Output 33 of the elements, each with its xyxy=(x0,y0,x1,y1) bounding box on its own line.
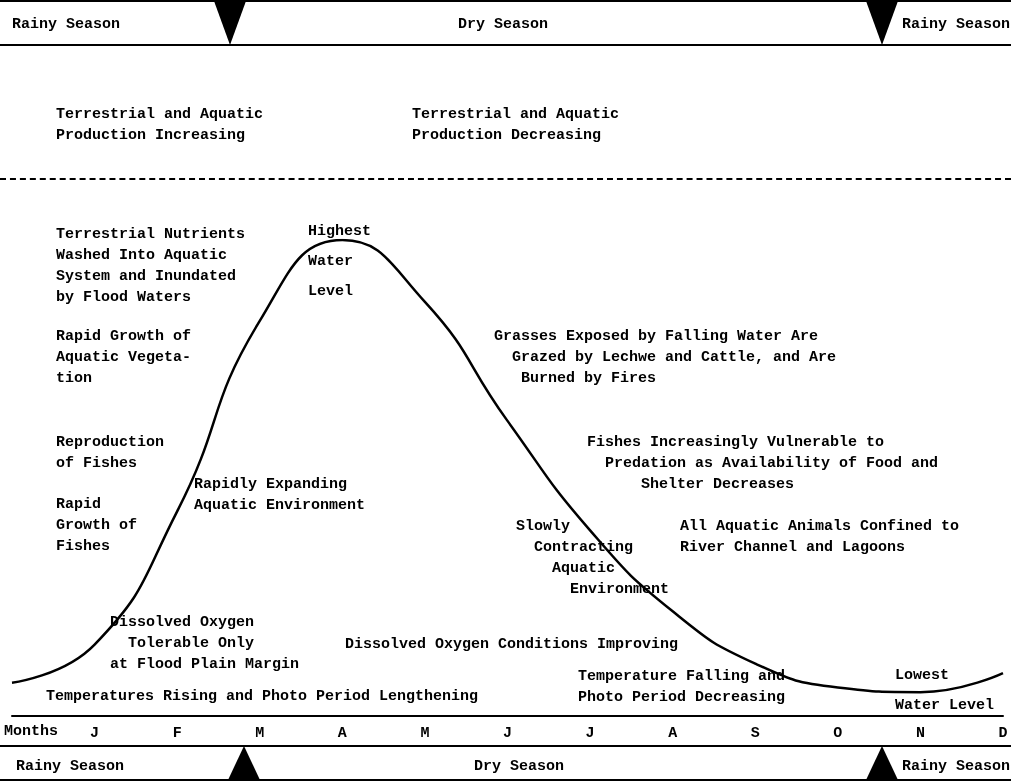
annotation: Grasses Exposed by Falling Water Are Grazed by Lechwe and Cattle, and Are Burned by Fires xyxy=(494,328,837,387)
x-tick-label: S xyxy=(750,725,760,742)
annotation: Fishes Increasingly Vulnerable to Predation as Availability of Food and Shelter Decreases xyxy=(587,434,939,493)
annotation: Terrestrial Nutrients Washed Into Aquatic System and Inundated by Flood Waters xyxy=(56,226,246,306)
annotation: Lowest Water Level xyxy=(895,666,995,714)
x-tick-label: A xyxy=(337,725,347,742)
x-tick-label: A xyxy=(668,725,678,742)
text: Rainy Season xyxy=(902,16,1011,33)
text: Rainy Season xyxy=(12,16,121,33)
annotation: Rapid Growth of Aquatic Vegeta- tion xyxy=(56,328,192,387)
annotation: Temperatures Rising and Photo Period Lengthening xyxy=(46,688,479,705)
x-tick-label: F xyxy=(172,725,182,742)
annotation: Rapid Growth of Fishes xyxy=(56,496,138,555)
text: Rainy Season xyxy=(16,758,125,775)
text: Rainy Season xyxy=(902,758,1011,775)
x-tick-label: D xyxy=(998,725,1008,742)
x-tick-label: N xyxy=(915,725,925,742)
x-tick-label: J xyxy=(90,725,100,742)
text: Terrestrial and Aquatic Production Increasing xyxy=(56,106,264,144)
x-axis-title: Months xyxy=(4,723,59,740)
annotation: Highest Water Level xyxy=(308,222,372,300)
text: Dry Season xyxy=(458,16,549,33)
annotation: Rapidly Expanding Aquatic Environment xyxy=(194,476,366,514)
x-tick-label: M xyxy=(420,725,430,742)
x-tick-label: J xyxy=(502,725,513,742)
annotation: Dissolved Oxygen Conditions Improving xyxy=(345,636,679,653)
annotation: Reproduction of Fishes xyxy=(56,434,165,472)
text: Terrestrial and Aquatic Production Decreasing xyxy=(412,106,620,144)
x-tick-label: M xyxy=(255,725,265,742)
x-tick-label: J xyxy=(585,725,595,742)
annotation: All Aquatic Animals Confined to River Channel and Lagoons xyxy=(680,518,960,556)
text: Dry Season xyxy=(474,758,565,775)
x-tick-label: O xyxy=(833,725,843,742)
